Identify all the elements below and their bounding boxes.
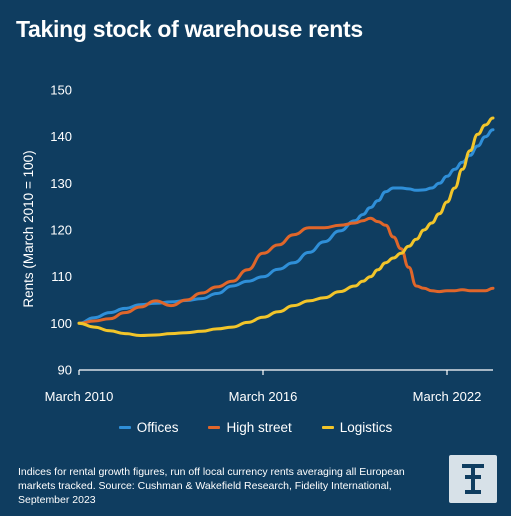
fidelity-logo bbox=[449, 455, 497, 503]
legend: Offices High street Logistics bbox=[0, 420, 511, 435]
legend-label: High street bbox=[226, 420, 292, 435]
x-tick-label: March 2010 bbox=[45, 389, 114, 404]
y-tick-label: 110 bbox=[51, 269, 72, 284]
legend-swatch bbox=[208, 426, 221, 429]
legend-label: Offices bbox=[136, 420, 179, 435]
legend-swatch bbox=[321, 426, 334, 429]
footnote: Indices for rental growth figures, run o… bbox=[18, 466, 405, 506]
legend-label: Logistics bbox=[339, 420, 393, 435]
y-tick-label: 90 bbox=[58, 363, 72, 378]
y-tick-label: 140 bbox=[50, 129, 72, 144]
series-line-offices bbox=[77, 128, 495, 325]
series-lines bbox=[77, 116, 495, 337]
y-tick-label: 130 bbox=[50, 176, 72, 191]
series-line-logistics bbox=[77, 116, 495, 337]
x-tick-label: March 2022 bbox=[413, 389, 482, 404]
y-axis-label: Rents (March 2010 = 100) bbox=[21, 150, 36, 307]
y-tick-label: 150 bbox=[50, 83, 72, 98]
x-tick-label: March 2016 bbox=[229, 389, 298, 404]
chart-title: Taking stock of warehouse rents bbox=[16, 16, 363, 42]
y-tick-label: 100 bbox=[50, 316, 72, 331]
legend-item: Logistics bbox=[321, 420, 393, 435]
legend-swatch bbox=[118, 426, 131, 429]
legend-item: High street bbox=[208, 420, 292, 435]
x-axis: March 2010 March 2016 March 2022 bbox=[45, 369, 493, 404]
y-tick-label: 120 bbox=[50, 223, 72, 238]
series-line-high-street bbox=[77, 216, 495, 325]
legend-item: Offices bbox=[118, 420, 179, 435]
y-axis-ticks: 90 100 110 120 130 140 150 bbox=[50, 83, 72, 378]
fidelity-f-icon bbox=[462, 464, 484, 494]
